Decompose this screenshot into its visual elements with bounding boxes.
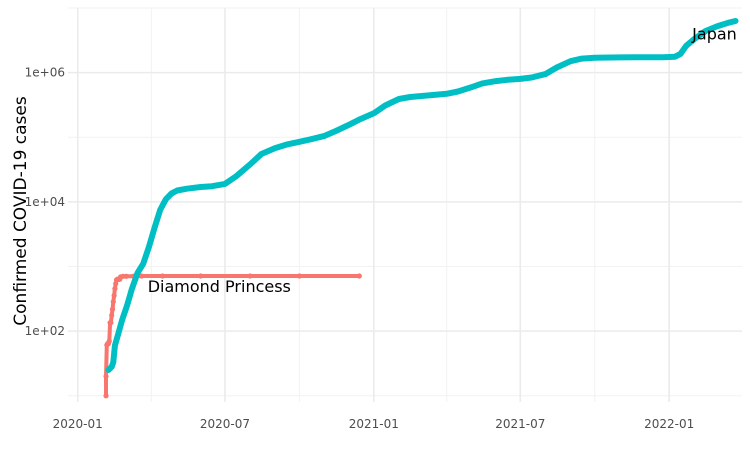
japan-point bbox=[504, 77, 510, 83]
japan-point bbox=[407, 94, 413, 100]
major-gridlines bbox=[68, 8, 742, 402]
japan-point bbox=[444, 91, 450, 97]
diamond-princess-point bbox=[109, 312, 115, 319]
japan-point bbox=[112, 342, 118, 349]
japan-point bbox=[468, 84, 474, 91]
japan-point bbox=[579, 55, 585, 62]
japan-point bbox=[198, 184, 204, 190]
japan-point bbox=[542, 71, 548, 77]
y-tick-label: 1e+04 bbox=[25, 195, 65, 209]
diamond-princess-point bbox=[103, 393, 109, 399]
japan-point bbox=[247, 161, 253, 168]
japan-point bbox=[184, 186, 190, 192]
minor-gridlines bbox=[68, 7, 742, 402]
japan-point bbox=[157, 207, 163, 213]
x-tick-label: 2020-07 bbox=[200, 417, 250, 431]
japan-point bbox=[296, 139, 303, 145]
diamond-princess-point bbox=[108, 320, 114, 326]
japan-point bbox=[222, 181, 228, 187]
japan-point bbox=[479, 80, 485, 87]
diamond-princess-point bbox=[106, 338, 112, 344]
diamond-princess-point bbox=[296, 273, 303, 279]
japan-point bbox=[617, 54, 623, 61]
diamond-princess-point bbox=[198, 273, 204, 279]
japan-point bbox=[174, 187, 180, 194]
japan-point bbox=[517, 76, 523, 82]
japan-point bbox=[455, 88, 461, 95]
japan-point bbox=[109, 364, 115, 370]
japan-point bbox=[105, 367, 112, 373]
japan-point bbox=[115, 331, 121, 337]
diamond-princess-point bbox=[103, 373, 109, 379]
japan-point bbox=[119, 317, 125, 323]
x-tick-label: 2021-07 bbox=[495, 417, 545, 431]
japan-point bbox=[714, 23, 720, 29]
japan-point bbox=[146, 244, 152, 250]
japan-point bbox=[396, 96, 402, 102]
diamond-princess-point bbox=[139, 273, 145, 279]
x-axis-tick-labels: 2020-01 2020-07 2021-01 2021-07 2022-01 bbox=[53, 417, 695, 431]
japan-point bbox=[732, 18, 739, 24]
diamond-princess-point bbox=[160, 273, 166, 279]
japan-point bbox=[258, 151, 264, 157]
japan-point bbox=[567, 58, 574, 64]
japan-point bbox=[691, 36, 697, 42]
japan-point bbox=[554, 64, 560, 71]
japan-point bbox=[233, 173, 239, 179]
japan-point bbox=[430, 92, 436, 98]
diamond-princess-point bbox=[247, 273, 253, 279]
diamond-princess-point bbox=[123, 273, 129, 279]
japan-point bbox=[209, 183, 215, 189]
diamond-princess-point bbox=[109, 306, 116, 312]
series-annotations: Diamond Princess Japan bbox=[148, 25, 737, 296]
japan-point bbox=[371, 110, 377, 116]
japan-point bbox=[641, 54, 647, 60]
japan-point bbox=[124, 302, 130, 308]
japan-point bbox=[702, 28, 709, 34]
japan-point bbox=[493, 78, 499, 84]
japan-point bbox=[134, 270, 141, 276]
x-tick-label: 2022-01 bbox=[644, 417, 694, 431]
diamond-princess-point bbox=[111, 292, 117, 299]
japan-point bbox=[683, 43, 689, 49]
japan-point bbox=[163, 196, 169, 202]
japan-point bbox=[660, 54, 667, 60]
series-layer bbox=[103, 18, 739, 399]
japan-point bbox=[529, 74, 535, 81]
japan-point bbox=[672, 54, 678, 60]
japan-point bbox=[168, 190, 175, 197]
y-axis-tick-labels: 1e+02 1e+04 1e+06 bbox=[25, 66, 65, 338]
x-tick-label: 2021-01 bbox=[349, 417, 399, 431]
japan-point bbox=[308, 136, 314, 142]
japan-point bbox=[151, 224, 158, 231]
japan-point bbox=[110, 359, 116, 365]
japan-point bbox=[418, 93, 425, 99]
japan-point bbox=[272, 145, 278, 151]
x-tick-label: 2020-01 bbox=[53, 417, 103, 431]
japan-point bbox=[357, 116, 363, 122]
japan-point bbox=[283, 141, 290, 148]
japan-point bbox=[677, 51, 684, 57]
diamond-princess-label: Diamond Princess bbox=[148, 277, 291, 296]
y-axis-title: Confirmed COVID-19 cases bbox=[11, 96, 31, 326]
japan-point bbox=[592, 55, 598, 61]
diamond-princess-point bbox=[112, 286, 118, 292]
japan-point bbox=[382, 102, 388, 109]
japan-point bbox=[725, 20, 731, 26]
diamond-princess-point bbox=[356, 273, 362, 279]
japan-point bbox=[333, 128, 339, 134]
japan-point bbox=[346, 122, 352, 128]
japan-point bbox=[140, 261, 146, 267]
y-tick-label: 1e+06 bbox=[25, 66, 65, 80]
japan-label: Japan bbox=[691, 25, 737, 44]
diamond-princess-point bbox=[110, 299, 116, 305]
japan-point bbox=[321, 133, 328, 139]
y-tick-label: 1e+02 bbox=[25, 324, 65, 338]
japan-point bbox=[129, 286, 135, 292]
